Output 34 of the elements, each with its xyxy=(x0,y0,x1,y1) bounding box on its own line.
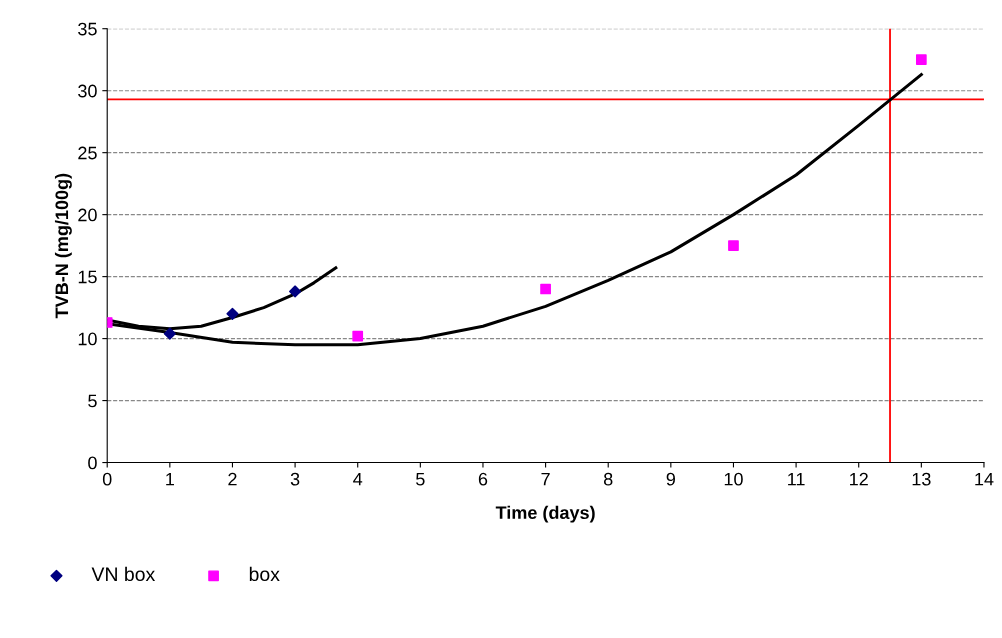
point xyxy=(226,307,239,320)
point xyxy=(728,240,739,251)
x-tick-label: 11 xyxy=(788,472,805,486)
y-tick-label: 25 xyxy=(78,146,97,160)
point xyxy=(352,330,364,342)
legend-label: box xyxy=(249,566,280,582)
point xyxy=(289,285,302,298)
x-tick-label: 3 xyxy=(290,472,300,486)
x-tick-label: 14 xyxy=(975,472,994,486)
x-tick-label: 1 xyxy=(166,472,174,486)
x-tick-label: 9 xyxy=(666,472,675,486)
x-tick-label: 2 xyxy=(228,472,237,486)
point xyxy=(540,283,551,295)
x-tick-label: 12 xyxy=(850,472,868,486)
point xyxy=(163,327,176,340)
x-tick-label: 8 xyxy=(603,472,613,486)
x-tick-label: 4 xyxy=(353,472,363,486)
y-tick-label: 10 xyxy=(78,332,97,346)
y-tick-label: 20 xyxy=(78,208,97,222)
y-tick-label: 30 xyxy=(78,84,97,98)
y-tick-label: 5 xyxy=(88,394,97,408)
y-tick-label: 0 xyxy=(88,456,97,470)
x-tick-label: 10 xyxy=(724,472,743,486)
x-tick-label: 0 xyxy=(102,472,112,486)
x-tick-label: 6 xyxy=(478,472,488,486)
legend-label: VN box xyxy=(91,566,156,582)
point xyxy=(915,54,927,66)
x-tick-label: 13 xyxy=(912,472,931,486)
x-tick-label: 5 xyxy=(416,472,425,486)
y-axis-title: TVB-N (mg/100g) xyxy=(54,173,72,319)
y-tick-label: 35 xyxy=(78,22,97,36)
y-tick-label: 15 xyxy=(78,270,97,284)
x-axis-title: Time (days) xyxy=(495,505,595,523)
x-tick-label: 7 xyxy=(541,472,550,486)
